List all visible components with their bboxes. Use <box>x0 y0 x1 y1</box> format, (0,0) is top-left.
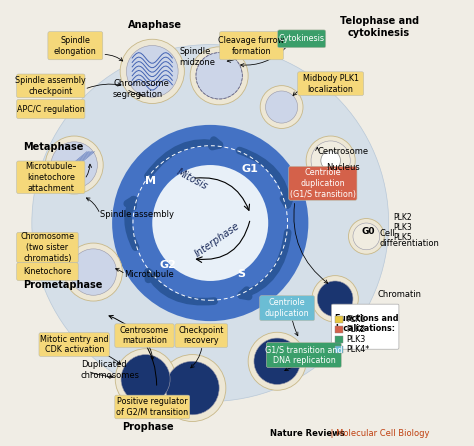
Circle shape <box>196 53 242 99</box>
Text: Telophase and
cytokinesis: Telophase and cytokinesis <box>339 16 419 37</box>
Text: Spindle
midzone: Spindle midzone <box>179 47 215 67</box>
Circle shape <box>190 47 248 105</box>
Text: Centriole
duplication
(G1/S transition): Centriole duplication (G1/S transition) <box>290 168 356 198</box>
Text: Chromatin: Chromatin <box>377 290 421 299</box>
Circle shape <box>152 165 268 281</box>
Text: PLK2
PLK3
PLK5: PLK2 PLK3 PLK5 <box>393 213 412 242</box>
Text: M: M <box>145 176 155 186</box>
Circle shape <box>311 141 350 180</box>
FancyBboxPatch shape <box>115 324 174 347</box>
Text: Functions and
localizations:: Functions and localizations: <box>335 314 399 333</box>
Text: Chromosome
(two sister
chromatids): Chromosome (two sister chromatids) <box>20 232 74 263</box>
FancyBboxPatch shape <box>17 161 85 194</box>
Text: Prophase: Prophase <box>122 422 173 432</box>
Circle shape <box>321 151 340 170</box>
Circle shape <box>115 349 176 409</box>
Circle shape <box>70 249 117 295</box>
Text: S: S <box>237 269 246 279</box>
Circle shape <box>248 332 306 390</box>
FancyBboxPatch shape <box>115 395 190 419</box>
Circle shape <box>348 219 384 254</box>
Text: Mitosis: Mitosis <box>175 167 210 192</box>
Text: Mitotic entry and
CDK activation: Mitotic entry and CDK activation <box>40 334 109 355</box>
FancyBboxPatch shape <box>298 72 364 95</box>
Text: G1/S transition and
DNA replication: G1/S transition and DNA replication <box>265 345 343 365</box>
FancyBboxPatch shape <box>17 99 85 119</box>
Circle shape <box>265 91 298 123</box>
Text: G0: G0 <box>362 227 375 236</box>
FancyBboxPatch shape <box>266 343 341 368</box>
FancyBboxPatch shape <box>289 166 357 200</box>
Circle shape <box>306 136 355 185</box>
FancyBboxPatch shape <box>17 263 78 281</box>
FancyBboxPatch shape <box>335 346 343 353</box>
Text: Midbody PLK1
localization: Midbody PLK1 localization <box>303 74 359 94</box>
Text: Anaphase: Anaphase <box>128 20 182 29</box>
Text: Microtubule–
kinetochore
attachment: Microtubule– kinetochore attachment <box>25 162 76 193</box>
FancyBboxPatch shape <box>260 296 315 321</box>
Text: Nature Reviews: Nature Reviews <box>271 429 345 438</box>
Text: Cleavage furrow
formation: Cleavage furrow formation <box>219 36 284 56</box>
Text: G2: G2 <box>159 260 176 270</box>
Circle shape <box>317 281 353 317</box>
Circle shape <box>51 142 97 188</box>
Circle shape <box>112 125 309 321</box>
Text: PLK2: PLK2 <box>346 325 365 334</box>
Circle shape <box>312 276 358 322</box>
Circle shape <box>165 361 219 415</box>
Text: Centrosome
maturation: Centrosome maturation <box>120 326 169 346</box>
Text: Chromosome
segregation: Chromosome segregation <box>113 79 169 99</box>
FancyBboxPatch shape <box>175 324 228 347</box>
Circle shape <box>120 39 184 103</box>
Text: Kinetochore: Kinetochore <box>23 267 72 276</box>
Text: Centrosome: Centrosome <box>317 147 368 156</box>
Circle shape <box>32 45 389 401</box>
Text: Spindle
elongation: Spindle elongation <box>54 36 97 56</box>
FancyBboxPatch shape <box>331 304 399 349</box>
FancyBboxPatch shape <box>335 316 343 323</box>
Text: | Molecular Cell Biology: | Molecular Cell Biology <box>328 429 429 438</box>
Text: Centriole
duplication: Centriole duplication <box>265 298 310 318</box>
Text: APC/C regulation: APC/C regulation <box>17 104 85 114</box>
FancyBboxPatch shape <box>335 326 343 333</box>
Text: PLK3: PLK3 <box>346 335 365 344</box>
Text: Nucleus: Nucleus <box>326 163 360 172</box>
Circle shape <box>64 243 122 301</box>
Text: Cell
differentiation: Cell differentiation <box>380 229 439 248</box>
Circle shape <box>254 338 301 384</box>
Text: Interphase: Interphase <box>192 221 241 259</box>
Text: Checkpoint
recovery: Checkpoint recovery <box>179 326 224 346</box>
FancyBboxPatch shape <box>17 74 85 98</box>
Text: Positive regulator
of G2/M transition: Positive regulator of G2/M transition <box>116 397 188 417</box>
FancyBboxPatch shape <box>39 333 109 356</box>
Text: Spindle assembly: Spindle assembly <box>100 210 174 219</box>
Circle shape <box>260 86 303 128</box>
FancyBboxPatch shape <box>219 32 283 60</box>
FancyBboxPatch shape <box>278 30 326 48</box>
Circle shape <box>127 45 178 97</box>
Circle shape <box>121 355 170 404</box>
FancyBboxPatch shape <box>48 32 103 60</box>
FancyBboxPatch shape <box>17 232 78 263</box>
Text: Prometaphase: Prometaphase <box>23 281 102 290</box>
FancyBboxPatch shape <box>335 336 343 343</box>
Text: Duplicated
chromosomes: Duplicated chromosomes <box>81 360 140 380</box>
Circle shape <box>45 136 103 194</box>
Circle shape <box>159 355 226 421</box>
Circle shape <box>353 223 380 250</box>
Text: PLK4*: PLK4* <box>346 345 369 354</box>
Text: G1: G1 <box>242 165 259 174</box>
Text: Cytokinesis: Cytokinesis <box>279 34 325 43</box>
Text: PLK1: PLK1 <box>346 315 365 324</box>
Text: Microtubule: Microtubule <box>124 270 174 279</box>
Text: Spindle assembly
checkpoint: Spindle assembly checkpoint <box>16 76 86 96</box>
Text: Metaphase: Metaphase <box>23 142 83 152</box>
